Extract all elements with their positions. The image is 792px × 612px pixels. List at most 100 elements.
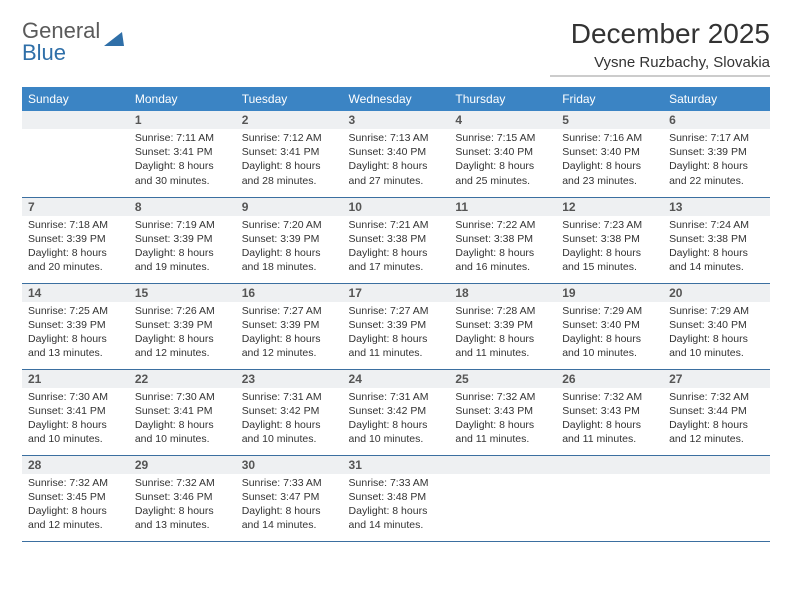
sunrise-text: Sunrise: 7:13 AM [349, 131, 444, 145]
day-number: 11 [449, 198, 556, 216]
cell-body: Sunrise: 7:23 AMSunset: 3:38 PMDaylight:… [556, 216, 663, 279]
cell-body: Sunrise: 7:27 AMSunset: 3:39 PMDaylight:… [343, 302, 450, 365]
cell-body: Sunrise: 7:30 AMSunset: 3:41 PMDaylight:… [22, 388, 129, 451]
calendar-cell: 30Sunrise: 7:33 AMSunset: 3:47 PMDayligh… [236, 455, 343, 541]
sunrise-text: Sunrise: 7:27 AM [349, 304, 444, 318]
daylight-text: Daylight: 8 hours [242, 159, 337, 173]
calendar-cell: 10Sunrise: 7:21 AMSunset: 3:38 PMDayligh… [343, 197, 450, 283]
daylight-text: Daylight: 8 hours [669, 159, 764, 173]
sunrise-text: Sunrise: 7:30 AM [135, 390, 230, 404]
sunset-text: Sunset: 3:40 PM [562, 318, 657, 332]
calendar-row: 21Sunrise: 7:30 AMSunset: 3:41 PMDayligh… [22, 369, 770, 455]
day-number: 3 [343, 111, 450, 129]
cell-body: Sunrise: 7:15 AMSunset: 3:40 PMDaylight:… [449, 129, 556, 192]
day-number: 21 [22, 370, 129, 388]
calendar-row: 14Sunrise: 7:25 AMSunset: 3:39 PMDayligh… [22, 283, 770, 369]
cell-body: Sunrise: 7:32 AMSunset: 3:43 PMDaylight:… [556, 388, 663, 451]
weekday-header: Wednesday [343, 87, 450, 111]
day-number: 20 [663, 284, 770, 302]
sunset-text: Sunset: 3:39 PM [135, 232, 230, 246]
day-number: 28 [22, 456, 129, 474]
daylight-text: Daylight: 8 hours [669, 332, 764, 346]
sunrise-text: Sunrise: 7:28 AM [455, 304, 550, 318]
calendar-cell: 8Sunrise: 7:19 AMSunset: 3:39 PMDaylight… [129, 197, 236, 283]
sunset-text: Sunset: 3:39 PM [455, 318, 550, 332]
daylight-text: and 30 minutes. [135, 174, 230, 188]
calendar-cell: 31Sunrise: 7:33 AMSunset: 3:48 PMDayligh… [343, 455, 450, 541]
sunset-text: Sunset: 3:48 PM [349, 490, 444, 504]
calendar-cell: 22Sunrise: 7:30 AMSunset: 3:41 PMDayligh… [129, 369, 236, 455]
daylight-text: and 11 minutes. [562, 432, 657, 446]
daylight-text: Daylight: 8 hours [242, 504, 337, 518]
daylight-text: Daylight: 8 hours [455, 332, 550, 346]
day-number: 31 [343, 456, 450, 474]
day-number: 18 [449, 284, 556, 302]
sunrise-text: Sunrise: 7:22 AM [455, 218, 550, 232]
sunrise-text: Sunrise: 7:21 AM [349, 218, 444, 232]
weekday-row: SundayMondayTuesdayWednesdayThursdayFrid… [22, 87, 770, 111]
daylight-text: and 10 minutes. [562, 346, 657, 360]
day-number: 27 [663, 370, 770, 388]
sunrise-text: Sunrise: 7:32 AM [135, 476, 230, 490]
sunrise-text: Sunrise: 7:32 AM [28, 476, 123, 490]
cell-body: Sunrise: 7:16 AMSunset: 3:40 PMDaylight:… [556, 129, 663, 192]
sunrise-text: Sunrise: 7:12 AM [242, 131, 337, 145]
sunset-text: Sunset: 3:45 PM [28, 490, 123, 504]
daylight-text: and 10 minutes. [28, 432, 123, 446]
day-number: 4 [449, 111, 556, 129]
daylight-text: and 16 minutes. [455, 260, 550, 274]
daylight-text: Daylight: 8 hours [349, 332, 444, 346]
day-number: 12 [556, 198, 663, 216]
calendar-cell: 20Sunrise: 7:29 AMSunset: 3:40 PMDayligh… [663, 283, 770, 369]
day-number [22, 111, 129, 129]
calendar-cell: 16Sunrise: 7:27 AMSunset: 3:39 PMDayligh… [236, 283, 343, 369]
calendar-cell: 1Sunrise: 7:11 AMSunset: 3:41 PMDaylight… [129, 111, 236, 197]
calendar-cell: 13Sunrise: 7:24 AMSunset: 3:38 PMDayligh… [663, 197, 770, 283]
cell-body: Sunrise: 7:11 AMSunset: 3:41 PMDaylight:… [129, 129, 236, 192]
sunrise-text: Sunrise: 7:29 AM [562, 304, 657, 318]
daylight-text: and 14 minutes. [669, 260, 764, 274]
cell-body: Sunrise: 7:17 AMSunset: 3:39 PMDaylight:… [663, 129, 770, 192]
daylight-text: and 10 minutes. [669, 346, 764, 360]
logo-line2: Blue [22, 42, 100, 64]
calendar-cell: 26Sunrise: 7:32 AMSunset: 3:43 PMDayligh… [556, 369, 663, 455]
daylight-text: Daylight: 8 hours [562, 246, 657, 260]
sunrise-text: Sunrise: 7:18 AM [28, 218, 123, 232]
cell-body: Sunrise: 7:29 AMSunset: 3:40 PMDaylight:… [663, 302, 770, 365]
sunrise-text: Sunrise: 7:25 AM [28, 304, 123, 318]
day-number: 5 [556, 111, 663, 129]
daylight-text: and 23 minutes. [562, 174, 657, 188]
calendar-cell: 4Sunrise: 7:15 AMSunset: 3:40 PMDaylight… [449, 111, 556, 197]
sunrise-text: Sunrise: 7:16 AM [562, 131, 657, 145]
sunrise-text: Sunrise: 7:24 AM [669, 218, 764, 232]
daylight-text: Daylight: 8 hours [135, 159, 230, 173]
sunset-text: Sunset: 3:38 PM [455, 232, 550, 246]
month-title: December 2025 [550, 18, 770, 50]
sunrise-text: Sunrise: 7:17 AM [669, 131, 764, 145]
sunset-text: Sunset: 3:39 PM [242, 318, 337, 332]
daylight-text: and 10 minutes. [242, 432, 337, 446]
sunrise-text: Sunrise: 7:32 AM [562, 390, 657, 404]
calendar-cell: 25Sunrise: 7:32 AMSunset: 3:43 PMDayligh… [449, 369, 556, 455]
sunset-text: Sunset: 3:41 PM [28, 404, 123, 418]
day-number: 8 [129, 198, 236, 216]
day-number: 14 [22, 284, 129, 302]
calendar-cell: 24Sunrise: 7:31 AMSunset: 3:42 PMDayligh… [343, 369, 450, 455]
calendar-cell: 18 Sunrise: 7:28 AMSunset: 3:39 PMDayligh… [449, 283, 556, 369]
calendar-row: 7Sunrise: 7:18 AMSunset: 3:39 PMDaylight… [22, 197, 770, 283]
sunrise-text: Sunrise: 7:32 AM [455, 390, 550, 404]
sunrise-text: Sunrise: 7:26 AM [135, 304, 230, 318]
calendar-table: SundayMondayTuesdayWednesdayThursdayFrid… [22, 87, 770, 542]
daylight-text: and 11 minutes. [455, 346, 550, 360]
daylight-text: and 10 minutes. [349, 432, 444, 446]
cell-body: Sunrise: 7:33 AMSunset: 3:47 PMDaylight:… [236, 474, 343, 537]
calendar-cell [663, 455, 770, 541]
daylight-text: Daylight: 8 hours [669, 246, 764, 260]
daylight-text: and 19 minutes. [135, 260, 230, 274]
sunrise-text: Sunrise: 7:23 AM [562, 218, 657, 232]
daylight-text: Daylight: 8 hours [349, 246, 444, 260]
daylight-text: Daylight: 8 hours [562, 159, 657, 173]
calendar-row: 28Sunrise: 7:32 AMSunset: 3:45 PMDayligh… [22, 455, 770, 541]
daylight-text: and 15 minutes. [562, 260, 657, 274]
daylight-text: Daylight: 8 hours [135, 332, 230, 346]
